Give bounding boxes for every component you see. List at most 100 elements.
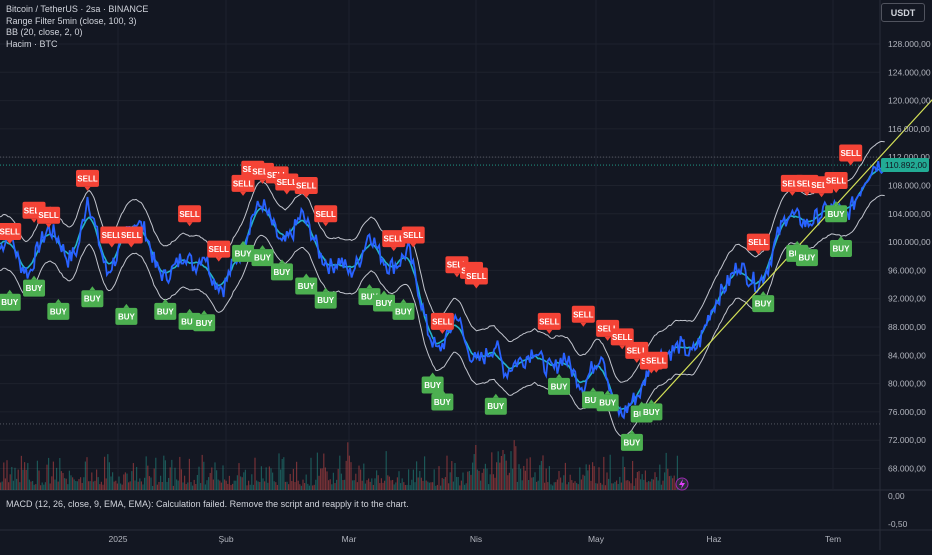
- buy-signal: BUY: [314, 287, 337, 309]
- volume-bar: [652, 479, 654, 490]
- sell-label-box: [824, 172, 848, 190]
- buy-pointer: [760, 291, 767, 296]
- symbol-title[interactable]: Bitcoin / TetherUS · 2sa · BINANCE: [6, 4, 149, 14]
- volume-bar: [388, 476, 390, 490]
- volume-bar: [596, 483, 598, 490]
- volume-bar: [635, 478, 637, 490]
- buy-pointer: [556, 373, 563, 378]
- volume-bar: [224, 479, 226, 490]
- volume-bar: [169, 467, 171, 490]
- volume-bar: [547, 482, 549, 490]
- volume-bar: [348, 455, 350, 490]
- buy-pointer: [400, 298, 407, 303]
- volume-bar: [96, 469, 98, 490]
- volume-bar: [505, 460, 507, 490]
- buy-label-box: [548, 377, 571, 395]
- volume-bar: [660, 484, 662, 490]
- volume-bar: [107, 454, 109, 490]
- volume-bar: [172, 485, 174, 490]
- volume-bar: [654, 472, 656, 490]
- volume-bar: [470, 474, 472, 490]
- volume-bar: [598, 467, 600, 490]
- volume-bar: [371, 478, 373, 490]
- volume-bar: [286, 481, 288, 490]
- volume-bar: [483, 468, 485, 490]
- volume-bar: [457, 476, 459, 490]
- buy-signal: BUY: [620, 429, 643, 451]
- sell-signal: SELL: [464, 267, 488, 289]
- volume-bar: [99, 484, 101, 490]
- volume-bar: [556, 479, 558, 490]
- volume-bar: [243, 472, 245, 490]
- volume-bar: [620, 482, 622, 490]
- volume-bar: [404, 484, 406, 490]
- buy-pointer: [259, 245, 266, 250]
- x-tick-label: May: [588, 534, 605, 544]
- volume-bar: [625, 480, 627, 490]
- current-price-label: 110.892,00: [885, 160, 927, 170]
- volume-bar: [633, 485, 635, 490]
- volume-bar: [59, 458, 61, 490]
- volume-bar: [638, 471, 640, 490]
- buy-label-box: [829, 239, 852, 257]
- buy-label: BUY: [755, 300, 773, 309]
- volume-legend[interactable]: Hacim · BTC: [6, 38, 58, 49]
- volume-bar: [112, 472, 114, 490]
- volume-bar: [222, 465, 224, 490]
- buy-label-box: [47, 302, 70, 320]
- x-tick-label: Mar: [342, 534, 357, 544]
- volume-bar: [22, 469, 24, 490]
- buy-signal: BUY: [752, 291, 775, 313]
- volume-bar: [577, 484, 579, 490]
- sell-label-box: [746, 233, 770, 251]
- volume-bar: [108, 462, 110, 490]
- volume-bar: [313, 484, 315, 490]
- volume-bar: [651, 478, 653, 490]
- volume-bar: [40, 485, 42, 490]
- buy-label: BUY: [798, 254, 816, 263]
- volume-bar: [574, 481, 576, 490]
- volume-bar: [542, 455, 544, 490]
- buy-label: BUY: [643, 408, 661, 417]
- buy-pointer: [837, 235, 844, 240]
- volume-bar: [512, 468, 514, 490]
- range-filter-legend[interactable]: Range Filter 5min (close, 100, 3): [6, 15, 137, 26]
- volume-bar: [406, 484, 408, 490]
- volume-bar: [499, 462, 501, 490]
- volume-bar: [219, 480, 221, 490]
- buy-label-box: [115, 307, 138, 325]
- volume-bar: [508, 472, 510, 490]
- volume-bar: [129, 481, 131, 490]
- volume-bar: [184, 475, 186, 490]
- sell-label: SELL: [811, 181, 832, 190]
- volume-bar: [622, 456, 624, 490]
- volume-bar: [416, 461, 418, 490]
- sell-label-box: [178, 205, 202, 223]
- volume-bar: [422, 480, 424, 490]
- volume-bar: [51, 476, 53, 490]
- sell-pointer: [789, 191, 796, 196]
- buy-label-box: [295, 277, 318, 295]
- volume-bar: [526, 458, 528, 490]
- volume-bar: [116, 483, 118, 490]
- sell-signal: SELL: [119, 226, 143, 248]
- buy-signal: BUY: [154, 298, 177, 320]
- volume-bar: [100, 481, 102, 490]
- sell-label: SELL: [627, 346, 648, 355]
- sell-label: SELL: [782, 179, 803, 188]
- volume-bar: [4, 478, 6, 490]
- volume-bar: [281, 458, 283, 490]
- volume-bar: [630, 483, 632, 490]
- volume-bar: [342, 480, 344, 490]
- volume-bar: [91, 472, 93, 490]
- currency-button[interactable]: USDT: [881, 3, 925, 22]
- bollinger-legend[interactable]: BB (20, close, 2, 0): [6, 27, 83, 37]
- volume-bar: [120, 483, 122, 490]
- sell-label: SELL: [432, 317, 453, 326]
- volume-bar: [564, 462, 566, 490]
- volume-bar: [200, 483, 202, 490]
- volume-bar: [465, 483, 467, 490]
- volume-bar: [294, 482, 296, 490]
